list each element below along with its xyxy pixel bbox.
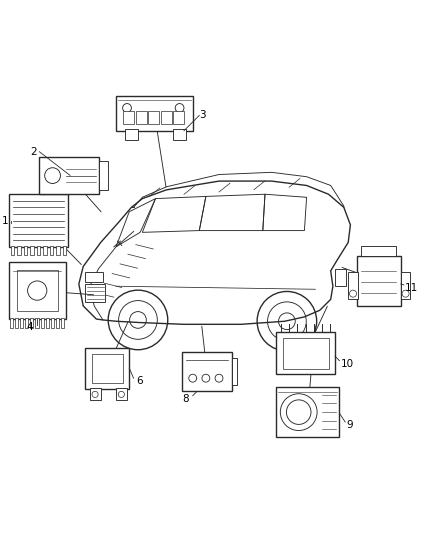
Bar: [56, 246, 60, 255]
Text: 8: 8: [182, 394, 188, 404]
Text: 2: 2: [30, 147, 36, 157]
Text: 10: 10: [341, 359, 354, 369]
Bar: [123, 111, 134, 124]
Bar: [11, 246, 14, 255]
Bar: [17, 246, 21, 255]
Bar: [85, 284, 105, 302]
Bar: [24, 246, 27, 255]
Bar: [125, 130, 138, 140]
Bar: [136, 111, 147, 124]
Text: 11: 11: [405, 282, 418, 293]
Text: 3: 3: [199, 110, 206, 120]
Bar: [61, 318, 64, 328]
Bar: [90, 388, 101, 400]
Bar: [9, 262, 66, 319]
Bar: [361, 246, 396, 255]
Bar: [51, 318, 54, 328]
Bar: [46, 318, 49, 328]
Bar: [232, 359, 237, 385]
Bar: [63, 246, 66, 255]
Bar: [99, 161, 108, 190]
Bar: [9, 194, 68, 247]
Text: 4: 4: [26, 322, 33, 332]
Bar: [182, 352, 232, 391]
Bar: [357, 255, 401, 306]
Bar: [43, 246, 46, 255]
Bar: [276, 387, 339, 437]
Bar: [20, 318, 23, 328]
Bar: [116, 388, 127, 400]
Bar: [15, 318, 18, 328]
Bar: [148, 111, 159, 124]
Bar: [283, 338, 328, 368]
Bar: [56, 318, 59, 328]
Text: 9: 9: [346, 421, 353, 431]
Bar: [401, 272, 410, 300]
Bar: [276, 332, 335, 374]
Bar: [173, 130, 186, 140]
Bar: [17, 270, 58, 311]
Bar: [30, 246, 34, 255]
Text: 6: 6: [136, 376, 142, 386]
Bar: [335, 269, 346, 286]
Bar: [49, 246, 53, 255]
Bar: [85, 272, 103, 282]
Bar: [85, 348, 129, 389]
Bar: [35, 318, 39, 328]
Bar: [39, 157, 99, 194]
Bar: [173, 111, 184, 124]
Bar: [25, 318, 28, 328]
Bar: [116, 96, 193, 131]
Bar: [36, 246, 40, 255]
Bar: [161, 111, 172, 124]
Bar: [41, 318, 44, 328]
Bar: [92, 354, 123, 383]
Bar: [10, 318, 13, 328]
Text: 1: 1: [2, 215, 9, 225]
Bar: [30, 318, 33, 328]
Bar: [348, 272, 358, 300]
